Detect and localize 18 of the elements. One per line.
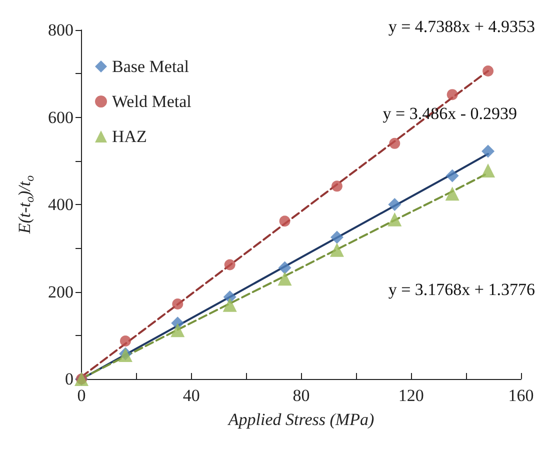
legend-label: Base Metal [112, 57, 190, 76]
y-tick-label: 800 [48, 20, 74, 40]
annotation: y = 3.1768x + 1.3776 [388, 280, 536, 299]
x-tick-label: 40 [182, 386, 200, 405]
y-tick-label: 400 [48, 195, 74, 214]
y-axis-title: E(t-to)/to [15, 175, 36, 235]
x-tick-label: 160 [508, 386, 534, 405]
legend-label: HAZ [112, 127, 147, 146]
annotation: y = 4.7388x + 4.9353 [388, 17, 536, 36]
annotation: y = 3.486x - 0.2939 [382, 104, 517, 123]
x-tick-label: 80 [292, 386, 310, 405]
y-tick-label: 0 [65, 370, 74, 388]
y-tick-label: 600 [48, 108, 74, 127]
y-tick-label: 200 [48, 282, 74, 302]
x-axis-title: Applied Stress (MPa) [227, 410, 374, 429]
legend-label: Weld Metal [112, 92, 192, 111]
x-tick-label: 0 [77, 386, 86, 405]
x-tick-label: 120 [398, 386, 424, 405]
